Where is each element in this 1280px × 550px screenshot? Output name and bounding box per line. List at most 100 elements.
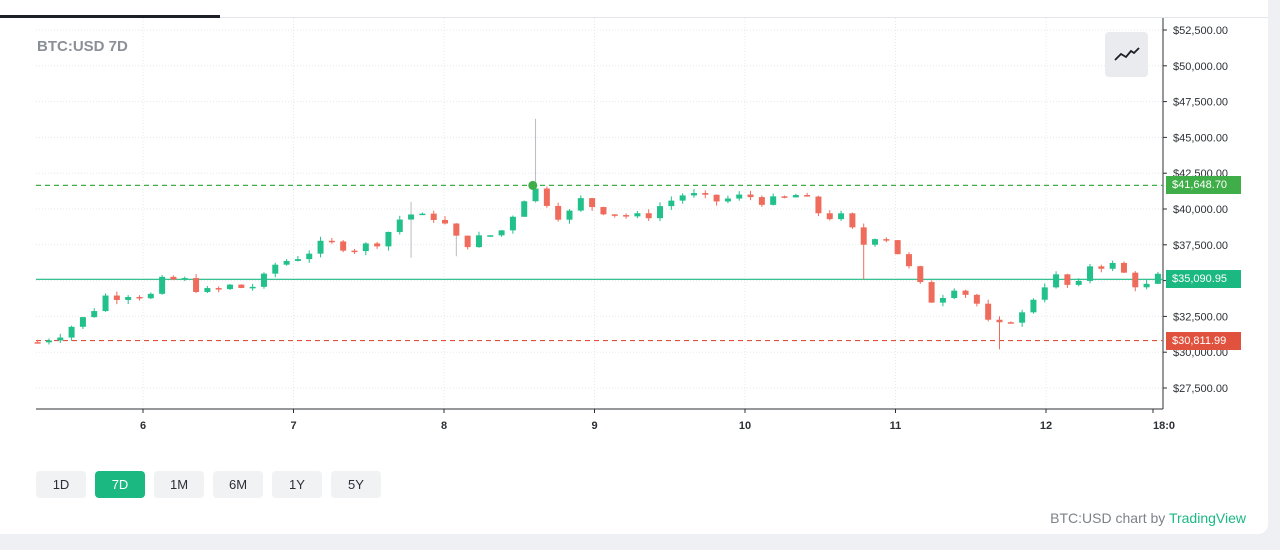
x-tick-label: 18:0 xyxy=(1153,420,1175,432)
candle-body xyxy=(804,195,811,197)
candle-body xyxy=(826,213,833,220)
attribution: BTC:USD chart by TradingView xyxy=(1050,510,1246,526)
candle-body xyxy=(611,214,618,216)
y-tick-label: $27,500.00 xyxy=(1173,383,1228,395)
candle-body xyxy=(702,193,709,195)
candle-body xyxy=(102,295,109,312)
candle-body xyxy=(894,240,901,255)
candle-body xyxy=(294,259,301,261)
candle-body xyxy=(905,254,912,267)
candle-body xyxy=(690,193,697,196)
btc-price-chart[interactable]: $52,500.00 $50,000.00 $47,500.00 $45,000.00… xyxy=(0,0,1268,460)
candle-body xyxy=(34,342,41,344)
candle-body xyxy=(204,288,211,292)
candle-body xyxy=(396,219,403,232)
candle-body xyxy=(770,196,777,205)
range-selector: 1D 7D 1M 6M 1Y 5Y xyxy=(36,471,381,498)
candle-body xyxy=(1053,274,1060,288)
range-button-1d[interactable]: 1D xyxy=(36,471,86,498)
candle-body xyxy=(79,317,86,327)
candle-body xyxy=(1132,272,1139,288)
y-tick-label: $40,000.00 xyxy=(1173,204,1228,216)
candle-body xyxy=(136,296,143,299)
candle-body xyxy=(487,235,494,237)
candle-body xyxy=(713,194,720,202)
candle-body xyxy=(68,326,75,338)
candle-body xyxy=(1098,266,1105,269)
candle-body xyxy=(475,235,482,248)
candle-body xyxy=(939,298,946,303)
candle-body xyxy=(159,276,166,294)
candle-body xyxy=(147,293,154,299)
chart-title: BTC:USD 7D xyxy=(37,38,128,55)
y-tick-label: $32,500.00 xyxy=(1173,311,1228,323)
y-tick-label: $47,500.00 xyxy=(1173,97,1228,109)
range-button-1y[interactable]: 1Y xyxy=(272,471,322,498)
range-button-7d[interactable]: 7D xyxy=(95,471,145,498)
candle-body xyxy=(815,196,822,214)
candle-body xyxy=(227,284,234,290)
candle-body xyxy=(1030,299,1037,313)
price-level-tag: $41,648.70 xyxy=(1166,176,1241,195)
candle-body xyxy=(555,205,562,220)
tab-divider xyxy=(220,17,1268,18)
x-tick-label: 8 xyxy=(441,420,447,432)
candle-body xyxy=(498,230,505,236)
candle-body xyxy=(306,253,313,260)
candle-body xyxy=(181,278,188,280)
candle-body xyxy=(838,213,845,220)
candle-body xyxy=(860,227,867,245)
x-tick-label: 7 xyxy=(290,420,296,432)
candle-body xyxy=(238,284,245,288)
attribution-text: BTC:USD chart by xyxy=(1050,510,1166,526)
candle-body xyxy=(408,214,415,220)
range-button-6m[interactable]: 6M xyxy=(213,471,263,498)
candle-body xyxy=(362,243,369,252)
candle-body xyxy=(645,213,652,219)
candle-body xyxy=(962,290,969,295)
x-tick-label: 10 xyxy=(739,420,751,432)
candle-body xyxy=(1120,262,1127,273)
candle-body xyxy=(1143,283,1150,288)
candle-body xyxy=(317,240,324,254)
tradingview-link[interactable]: TradingView xyxy=(1168,510,1246,526)
range-button-1m[interactable]: 1M xyxy=(154,471,204,498)
candle-body xyxy=(1041,287,1048,300)
x-tick-label: 12 xyxy=(1040,420,1052,432)
candle-body xyxy=(125,296,132,300)
candle-body xyxy=(928,282,935,303)
candle-body xyxy=(249,286,256,289)
y-tick-label: $37,500.00 xyxy=(1173,240,1228,252)
candle-body xyxy=(351,250,358,253)
price-level-tag: $35,090.95 xyxy=(1166,270,1241,289)
candle-body xyxy=(781,196,788,198)
candle-body xyxy=(532,188,539,202)
candle-body xyxy=(419,213,426,216)
candle-body xyxy=(45,340,52,343)
candle-body xyxy=(170,276,177,280)
candle-body xyxy=(973,294,980,304)
candle-body xyxy=(872,239,879,245)
chart-type-button[interactable] xyxy=(1105,32,1148,77)
range-button-5y[interactable]: 5Y xyxy=(331,471,381,498)
candle-body xyxy=(577,198,584,211)
candle-body xyxy=(792,195,799,198)
candle-body xyxy=(215,288,222,290)
high-marker xyxy=(528,180,538,190)
candle-body xyxy=(1064,274,1071,285)
candle-body xyxy=(543,188,550,206)
active-tab-indicator xyxy=(0,15,220,18)
candle-body xyxy=(113,295,120,300)
candle-body xyxy=(679,195,686,201)
candle-body xyxy=(600,207,607,215)
candle-body xyxy=(747,194,754,198)
candle-body xyxy=(385,231,392,247)
x-tick-label: 9 xyxy=(591,420,597,432)
candle-body xyxy=(668,200,675,207)
candle-body xyxy=(566,210,573,220)
candle-body xyxy=(724,198,731,202)
x-tick-label: 6 xyxy=(140,420,146,432)
candle-body xyxy=(1019,312,1026,323)
candle-body xyxy=(849,213,856,228)
candle-body xyxy=(883,239,890,241)
